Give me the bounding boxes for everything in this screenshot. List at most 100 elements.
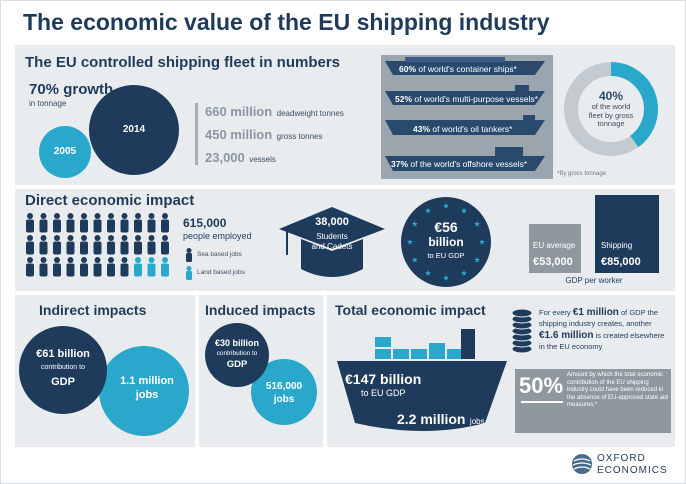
oil-tanker-icon [385,115,545,135]
fleet-share-donut [564,62,658,156]
sea-job-person-icon [39,257,48,277]
sea-job-person-icon [134,235,142,255]
sea-job-person-icon [120,257,129,277]
coin-stack-icon [511,308,533,354]
eu-stars-icon [406,202,486,281]
total-gdp-label: to EU GDP [361,388,406,398]
sea-job-person-icon [93,257,102,277]
eu-star-icon [424,269,432,276]
sea-job-person-icon [26,213,34,233]
land-job-person-icon [147,257,156,277]
eu-star-icon [474,256,481,263]
growth-label: in tonnage [29,99,67,108]
stat-row: 660 million deadweight tonnes [205,103,344,121]
multiplier-text: For every €1 million of GDP the shipping… [539,307,665,351]
stat-unit: vessels [249,155,276,164]
induced-jobs-value: 516,000 [265,381,303,392]
land-job-person-icon [161,257,169,277]
total-jobs: 2.2 million jobs [397,411,485,429]
indirect-jobs-label: jobs [135,389,159,401]
sea-job-person-icon [161,235,169,255]
eu-star-icon [411,256,418,263]
fleet-footnote: *By gross tonnage [557,171,607,177]
oxford-economics-logo-icon [572,454,592,474]
induced-gdp-value: €30 billion [214,338,259,348]
state-aid-text: Amount by which the total economic contr… [567,372,668,408]
sea-job-person-icon [80,235,88,255]
stat-value: 660 million [205,104,273,119]
eu-star-icon [406,238,414,245]
bar-eu-label: EU average [533,241,576,250]
direct-gdp-unit: billion [428,235,464,249]
indirect-gdp-mid: contribution to [41,364,85,371]
sea-job-person-icon [147,235,156,255]
donut-label: of the world fleet by gross tonnage [588,102,634,129]
total-jobs-label: jobs [469,417,485,426]
ship-stat: 43% of world's oil tankers* [413,124,513,134]
sea-job-person-icon [26,235,34,255]
bar-ship-label: Shipping [601,241,633,250]
bar-ship-value: €85,000 [601,256,641,268]
sea-job-person-icon [53,213,61,233]
ship-stat: 52% of world's multi-purpose vessels* [395,94,538,104]
sea-job-person-icon [66,235,75,255]
stat-row: 23,000 vessels [205,149,276,167]
sea-job-person-icon [53,235,61,255]
stat-unit: gross tonnes [276,132,323,141]
sea-job-person-icon [39,213,48,233]
container-ship-icon [385,57,545,75]
ship-stat: 37% of the world's offshore vessels* [391,159,528,169]
sea-job-person-icon [93,213,102,233]
land-job-person-icon [134,257,142,277]
eu-star-icon [474,220,481,227]
graduation-cap-icon [279,207,385,277]
eu-star-icon [411,220,418,227]
stats-divider [195,103,198,165]
year-2005: 2005 [53,146,77,157]
stat-row: 450 million gross tonnes [205,126,322,144]
eu-star-icon [460,207,468,214]
sea-job-person-icon [53,257,61,277]
induced-heading: Induced impacts [205,302,316,318]
indirect-jobs-circle [99,346,189,436]
indirect-gdp-value: €61 billion [36,348,90,360]
bar-caption: GDP per worker [565,276,623,285]
sea-job-person-icon [26,257,34,277]
state-aid-value: 50% [519,373,564,398]
direct-gdp-label: to EU GDP [427,251,465,260]
sea-job-person-icon [107,257,115,277]
page-title: The economic value of the EU shipping in… [23,9,550,35]
fleet-heading: The EU controlled shipping fleet in numb… [25,54,341,71]
employment-people-icons [26,213,169,277]
sea-job-person-icon [134,213,142,233]
year-2014: 2014 [122,124,146,135]
eu-gdp-circle [401,197,491,287]
eu-star-icon [442,202,450,209]
employed-value: 615,000 [183,216,227,230]
total-gdp-value: €147 billion [345,371,422,387]
eu-star-icon [460,269,468,276]
induced-gdp-mid: contribution to [216,350,258,357]
stat-unit: deadweight tonnes [276,109,344,118]
offshore-vessel-icon [385,147,545,171]
sea-job-person-icon [93,235,102,255]
sea-job-person-icon [107,213,115,233]
land-job-person-icon [186,266,192,280]
students-label: Students and Cadets [311,232,353,251]
stat-value: 23,000 [205,150,245,165]
donut-value: 40% [598,89,624,103]
sea-job-person-icon [120,235,129,255]
total-jobs-value: 2.2 million [397,411,466,427]
indirect-gdp-label: GDP [51,376,75,388]
growth-value: 70% growth [29,81,114,98]
indirect-gdp-circle [19,326,107,414]
circle-2014 [89,85,179,175]
bar-eu-value: €53,000 [533,256,573,268]
sea-job-person-icon [66,213,75,233]
eu-star-icon [478,238,486,245]
sea-job-person-icon [120,213,129,233]
sea-job-person-icon [80,257,88,277]
sea-job-person-icon [39,235,48,255]
direct-heading: Direct economic impact [25,192,195,209]
